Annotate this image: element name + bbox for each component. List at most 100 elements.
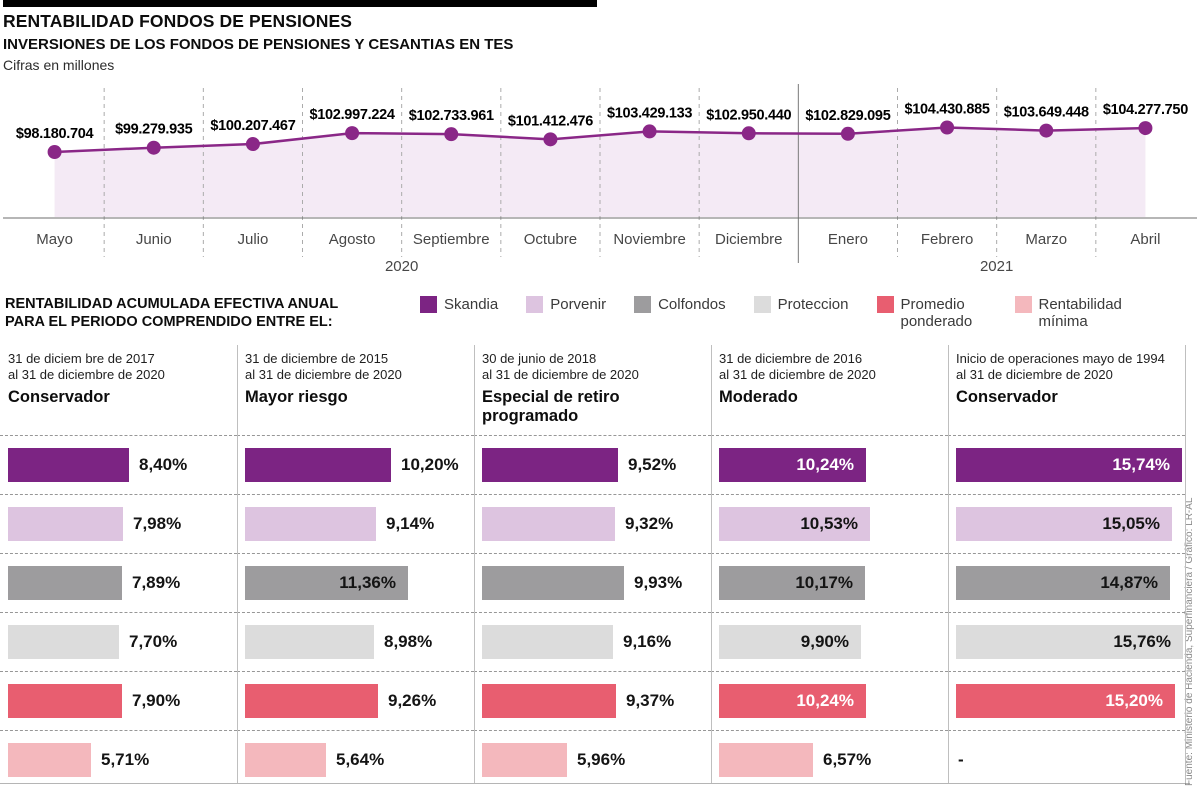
bottom-rule xyxy=(0,783,1190,784)
bar-row-proteccion: 8,98% xyxy=(237,612,474,671)
period-label: 30 de junio de 2018 al 31 de diciembre de… xyxy=(474,345,711,383)
bar-row-promedio-ponderado: 10,24% xyxy=(711,671,948,730)
bar-value-label: 7,70% xyxy=(129,632,178,651)
data-point xyxy=(840,126,855,141)
point-value-label: $103.649.448 xyxy=(1004,105,1089,121)
data-point xyxy=(245,137,260,152)
top-rule xyxy=(3,0,597,7)
bar-value-label: 5,71% xyxy=(101,750,150,769)
month-tick-label: Julio xyxy=(237,231,268,248)
legend-item-promedio-ponderado: Promedio ponderado xyxy=(876,296,987,330)
bar-value-label: 5,64% xyxy=(336,750,385,769)
point-value-label: $102.733.961 xyxy=(409,108,494,124)
legend-swatch-proteccion xyxy=(753,296,771,313)
bar-promedio-ponderado: 10,24% xyxy=(719,684,866,718)
legend-item-colfondos: Colfondos xyxy=(634,296,726,330)
bar-value-label: 11,36% xyxy=(339,573,396,592)
bar-value-label: 9,32% xyxy=(625,514,674,533)
month-tick-label: Junio xyxy=(136,231,172,248)
bar-proteccion: 9,90% xyxy=(719,625,861,659)
column-separator xyxy=(948,345,949,783)
bar-value-label: 7,89% xyxy=(132,573,181,592)
bar-row-rentabilidad-minima: 5,96% xyxy=(474,730,711,789)
bar-row-proteccion: 15,76% xyxy=(948,612,1185,671)
bar-row-skandia: 10,24% xyxy=(711,435,948,494)
bar-porvenir: 15,05% xyxy=(956,507,1172,541)
data-point xyxy=(940,120,955,135)
bar-row-promedio-ponderado: 15,20% xyxy=(948,671,1185,730)
month-tick-label: Noviembre xyxy=(613,231,686,248)
legend-swatch-promedio-ponderado xyxy=(876,296,894,313)
bar-skandia: 10,24% xyxy=(719,448,866,482)
bar-promedio-ponderado xyxy=(482,684,616,718)
data-point xyxy=(1138,121,1153,136)
bar-value-label: 10,53% xyxy=(800,514,858,533)
bar-proteccion xyxy=(482,625,613,659)
point-value-label: $102.950.440 xyxy=(706,107,791,123)
bar-row-promedio-ponderado: 9,26% xyxy=(237,671,474,730)
bar-value-label: 5,96% xyxy=(577,750,626,769)
period-line1: 30 de junio de 2018 xyxy=(482,351,597,366)
legend-item-proteccion: Proteccion xyxy=(753,296,849,330)
bar-value-label: 15,74% xyxy=(1112,455,1170,474)
bar-section-title-line2: PARA EL PERIODO COMPRENDIDO ENTRE EL: xyxy=(5,314,333,330)
month-tick-label: Mayo xyxy=(36,231,73,248)
period-label: Inicio de operaciones mayo de 1994 al 31 … xyxy=(948,345,1185,383)
bar-row-porvenir: 9,32% xyxy=(474,494,711,553)
bar-rentabilidad-minima xyxy=(8,743,91,777)
bar-section-title-line1: RENTABILIDAD ACUMULADA EFECTIVA ANUAL xyxy=(5,296,339,312)
bar-rentabilidad-minima xyxy=(482,743,567,777)
year-label: 2020 xyxy=(385,258,418,275)
period-label: 31 de diciembre de 2015 al 31 de diciembr… xyxy=(237,345,474,383)
bar-row-promedio-ponderado: 9,37% xyxy=(474,671,711,730)
units-note: Cifras en millones xyxy=(3,57,115,73)
column-separator xyxy=(237,345,238,783)
bar-value-label: 9,52% xyxy=(628,455,677,474)
month-tick-label: Octubre xyxy=(524,231,577,248)
bar-value-label: 15,20% xyxy=(1105,691,1163,710)
bar-row-porvenir: 15,05% xyxy=(948,494,1185,553)
year-label: 2021 xyxy=(980,258,1013,275)
data-point xyxy=(741,126,756,141)
point-value-label: $104.430.885 xyxy=(905,102,990,118)
bar-colfondos: 11,36% xyxy=(245,566,408,600)
bar-colfondos: 10,17% xyxy=(719,566,865,600)
period-line2: al 31 de diciembre de 2020 xyxy=(8,367,165,382)
bar-row-skandia: 8,40% xyxy=(0,435,237,494)
period-label: 31 de diciembre de 2016 al 31 de diciembr… xyxy=(711,345,948,383)
bar-value-label: 14,87% xyxy=(1100,573,1158,592)
bar-row-porvenir: 9,14% xyxy=(237,494,474,553)
bar-section-title: RENTABILIDAD ACUMULADA EFECTIVA ANUAL PA… xyxy=(5,295,338,331)
bar-group-3: 30 de junio de 2018 al 31 de diciembre de… xyxy=(474,345,711,784)
legend-label: Porvenir xyxy=(550,296,607,313)
bar-rows: 15,74% 15,05% 14,87% 15,76% 15,20% - xyxy=(948,435,1185,789)
bar-value-label: 10,20% xyxy=(401,455,459,474)
fund-type-label: Moderado xyxy=(719,388,798,406)
data-point xyxy=(345,126,360,141)
point-value-label: $98.180.704 xyxy=(16,126,94,142)
bar-proteccion xyxy=(245,625,374,659)
period-line2: al 31 de diciembre de 2020 xyxy=(482,367,639,382)
bar-value-label-empty: - xyxy=(958,750,964,769)
bar-porvenir xyxy=(245,507,376,541)
month-tick-label: Diciembre xyxy=(715,231,783,248)
bar-rentabilidad-minima xyxy=(719,743,813,777)
bar-group-2: 31 de diciembre de 2015 al 31 de diciembr… xyxy=(237,345,474,784)
period-line1: 31 de diciem bre de 2017 xyxy=(8,351,155,366)
data-point xyxy=(146,140,161,155)
bar-proteccion: 15,76% xyxy=(956,625,1183,659)
legend-item-skandia: Skandia xyxy=(420,296,498,330)
bar-value-label: 9,26% xyxy=(388,691,437,710)
legend-item-porvenir: Porvenir xyxy=(526,296,606,330)
bar-colfondos: 14,87% xyxy=(956,566,1170,600)
legend-swatch-skandia xyxy=(420,296,437,313)
bar-value-label: 15,76% xyxy=(1113,632,1171,651)
bar-row-promedio-ponderado: 7,90% xyxy=(0,671,237,730)
period-line1: Inicio de operaciones mayo de 1994 xyxy=(956,351,1165,366)
point-value-label: $104.277.750 xyxy=(1103,102,1188,118)
data-point xyxy=(1039,123,1054,138)
line-chart-title: INVERSIONES DE LOS FONDOS DE PENSIONES Y… xyxy=(3,36,514,53)
legend-label: Rentabilidad mínima xyxy=(1038,296,1122,330)
legend-label: Proteccion xyxy=(777,296,849,313)
